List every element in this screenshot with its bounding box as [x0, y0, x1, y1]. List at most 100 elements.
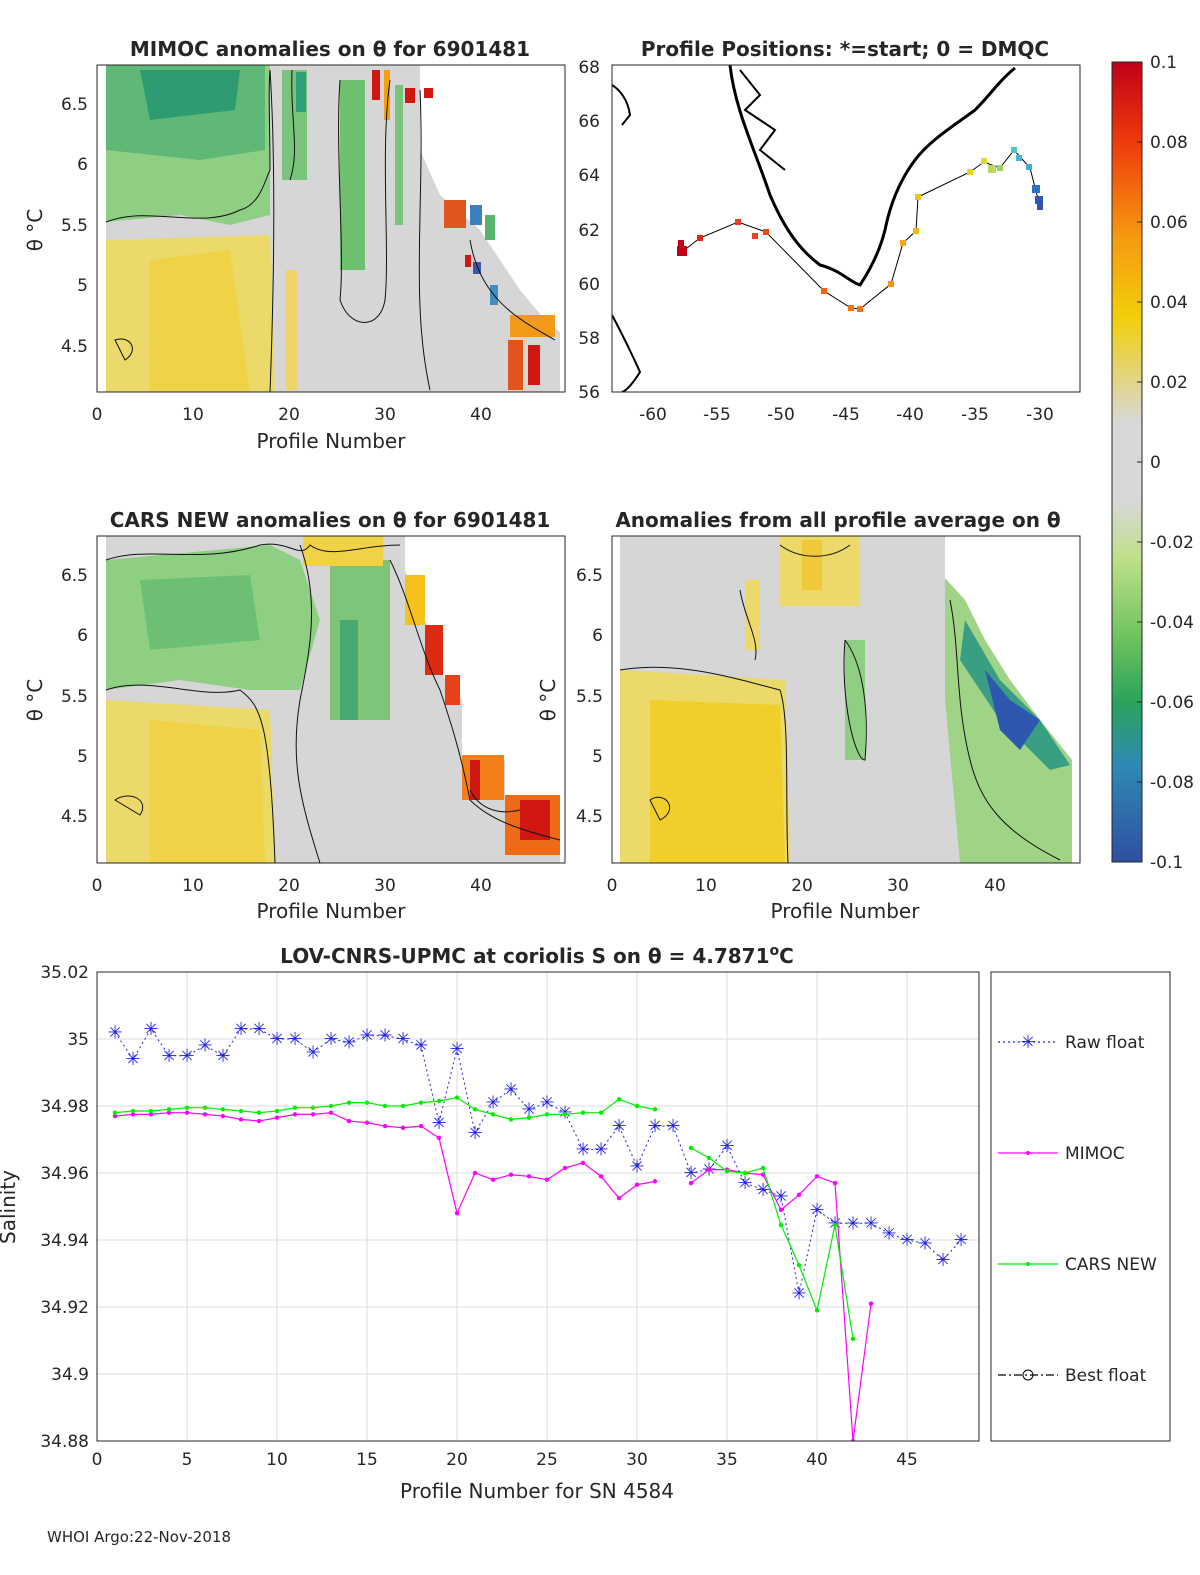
raw-float-point: ✳	[359, 1026, 374, 1047]
legend-best-circle	[1022, 1369, 1034, 1381]
mimoc-point	[130, 1112, 136, 1117]
salinity-xticks: 0 5 10 15 20 25 30 35 40 45	[92, 1450, 918, 1470]
cars-xtick: 40	[470, 876, 492, 896]
cars-new-point	[616, 1097, 622, 1102]
profile-marker	[678, 240, 684, 246]
mimoc-point	[292, 1112, 298, 1117]
map-ytick: 60	[578, 275, 600, 295]
mimoc-point	[112, 1113, 118, 1119]
cars-new-point	[112, 1110, 118, 1115]
mimoc-point	[616, 1195, 622, 1201]
salinity-xtick: 45	[896, 1450, 918, 1470]
salinity-xtick: 35	[716, 1450, 738, 1470]
raw-float-point: ✳	[881, 1223, 896, 1244]
raw-float-point: ✳	[305, 1042, 320, 1063]
mimoc-ytick: 5.5	[61, 216, 88, 236]
profile-marker	[1016, 155, 1022, 161]
raw-float-point: ✳	[107, 1022, 122, 1043]
mimoc-point	[472, 1170, 478, 1176]
avg-xlabel: Profile Number	[771, 899, 921, 923]
mimoc-xtick: 30	[374, 405, 396, 425]
salinity-xtick: 15	[356, 1450, 378, 1470]
profile-marker	[821, 288, 827, 294]
cars-new-point	[724, 1169, 730, 1174]
map-xtick: -30	[1026, 405, 1054, 425]
profile-marker	[763, 229, 769, 235]
cars-xtick: 0	[92, 876, 103, 896]
raw-float-point: ✳	[773, 1186, 788, 1207]
cars-new-point	[832, 1222, 838, 1228]
mimoc-ytick: 6	[77, 155, 88, 175]
map-xtick: -55	[703, 405, 731, 425]
map-coastline	[612, 65, 1016, 392]
raw-float-point: ✳	[953, 1230, 968, 1251]
cars-new-point	[256, 1110, 262, 1115]
mimoc-point	[508, 1172, 514, 1177]
mimoc-axes-box	[96, 64, 566, 393]
raw-float-point: ✳	[395, 1029, 410, 1050]
salinity-ytick: 34.9	[51, 1365, 89, 1385]
mimoc-yticks: 6.5 6 5.5 5 4.5	[61, 95, 88, 357]
mimoc-point	[706, 1167, 712, 1172]
colorbar: 0.1 0.08 0.06 0.04 0.02 0 -0.02 -0.04 -0.06 -0.08…	[1111, 53, 1194, 873]
cars-new-point	[310, 1105, 316, 1110]
mimoc-point	[544, 1177, 550, 1182]
salinity-xlabel: Profile Number for SN 4584	[400, 1479, 674, 1503]
mimoc-point	[454, 1211, 460, 1216]
cars-new-point	[562, 1112, 568, 1117]
salinity-xtick: 30	[626, 1450, 648, 1470]
cars-xtick: 10	[182, 876, 204, 896]
mimoc-point	[778, 1207, 784, 1213]
colorbar-tick-label: -0.06	[1150, 693, 1194, 713]
mimoc-xtick: 10	[182, 405, 204, 425]
legend-box	[990, 971, 1171, 1442]
mimoc-point	[238, 1117, 244, 1122]
cars-new-point	[202, 1105, 208, 1110]
colorbar-tick-label: -0.1	[1150, 853, 1183, 873]
mimoc-point	[382, 1123, 388, 1129]
avg-xtick: 0	[607, 876, 618, 896]
cars-new-point	[760, 1165, 766, 1171]
colorbar-tick-label: 0.06	[1150, 213, 1188, 233]
legend-best-label: Best float	[1065, 1366, 1147, 1386]
cars-new-point	[580, 1110, 586, 1115]
avg-ylabel: θ °C	[536, 679, 560, 722]
mimoc-point	[760, 1172, 766, 1177]
mimoc-ytick: 5	[77, 276, 88, 296]
cars-new-line	[114, 1096, 656, 1121]
mimoc-point	[364, 1120, 370, 1125]
map-xticks: -60 -55 -50 -45 -40 -35 -30	[639, 405, 1054, 425]
cars-new-line	[690, 1147, 854, 1339]
profile-marker	[913, 228, 919, 234]
profile-marker	[848, 305, 854, 311]
map-ytick: 62	[578, 221, 600, 241]
cars-xtick: 20	[278, 876, 300, 896]
raw-float-point: ✳	[719, 1136, 734, 1157]
mimoc-point	[490, 1177, 496, 1182]
raw-float-point: ✳	[935, 1250, 950, 1271]
mimoc-xlabel: Profile Number	[257, 429, 407, 453]
profile-marker	[677, 246, 687, 256]
mimoc-point	[634, 1182, 640, 1187]
cars-new-point	[742, 1170, 748, 1176]
avg-title: Anomalies from all profile average on θ	[615, 508, 1060, 532]
raw-float-point: ✳	[341, 1032, 356, 1053]
map-xtick: -45	[832, 405, 860, 425]
cars-title: CARS NEW anomalies on θ for 6901481	[110, 508, 551, 532]
raw-float-point: ✳	[863, 1213, 878, 1234]
salinity-xtick: 0	[92, 1450, 103, 1470]
colorbar-ticks: 0.1 0.08 0.06 0.04 0.02 0 -0.02 -0.04 -0.06 -0.08…	[1137, 53, 1194, 873]
salinity-title: LOV-CNRS-UPMC at coriolis S on θ = 4.787…	[280, 943, 794, 968]
raw-float-point: ✳	[755, 1180, 770, 1201]
mimoc-title: MIMOC anomalies on θ for 6901481	[130, 37, 530, 61]
cars-new-point	[526, 1115, 532, 1120]
raw-float-point: ✳	[413, 1036, 428, 1057]
colorbar-tick-label: -0.02	[1150, 533, 1194, 553]
raw-float-point: ✳	[125, 1049, 140, 1070]
mimoc-point	[562, 1165, 568, 1171]
raw-float-point: ✳	[251, 1019, 266, 1040]
colorbar-tick-label: 0.04	[1150, 293, 1188, 313]
cars-new-point	[544, 1112, 550, 1117]
profile-marker	[1026, 164, 1032, 170]
